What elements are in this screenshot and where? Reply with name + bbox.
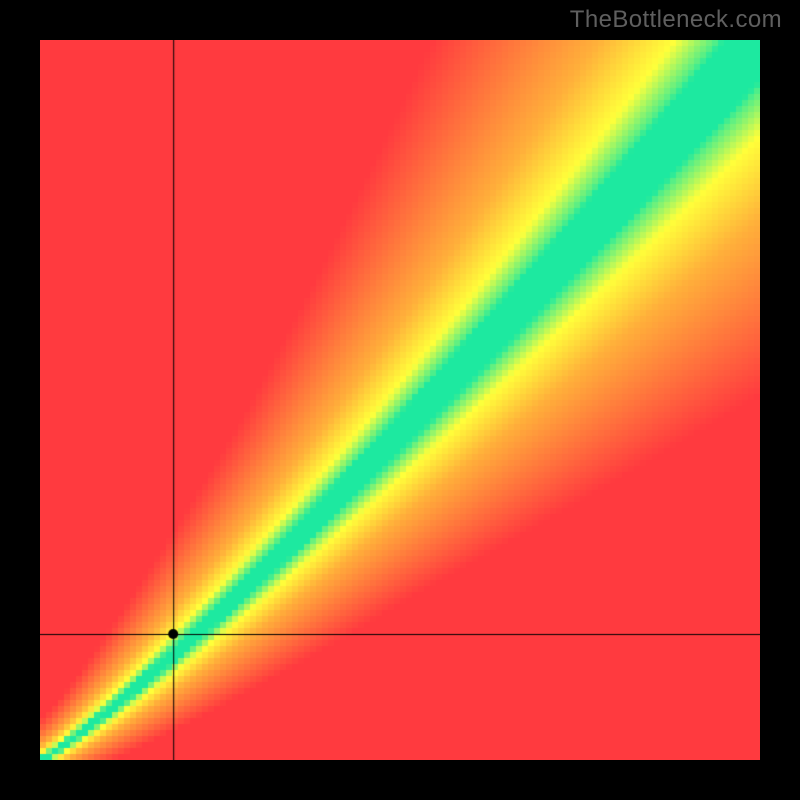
heatmap-canvas xyxy=(40,40,760,760)
heatmap-plot xyxy=(40,40,760,760)
watermark-text: TheBottleneck.com xyxy=(570,6,782,34)
